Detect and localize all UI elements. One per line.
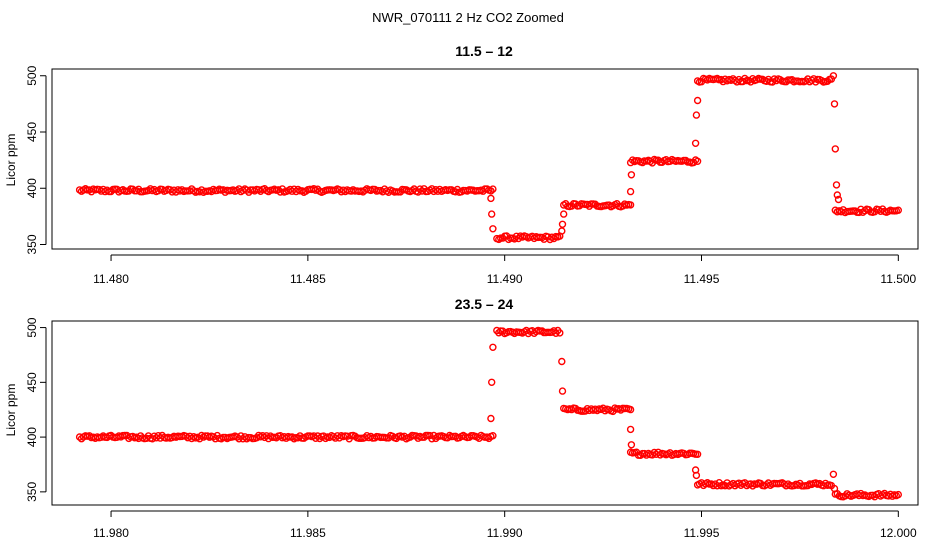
x-tick-label: 11.990 bbox=[487, 526, 523, 540]
data-point bbox=[487, 194, 495, 203]
x-tick-label: 11.480 bbox=[93, 272, 129, 286]
data-point bbox=[829, 470, 838, 478]
data-point bbox=[560, 210, 568, 218]
data-point bbox=[85, 432, 94, 440]
data-point bbox=[626, 201, 635, 209]
x-tick-label: 11.985 bbox=[290, 526, 326, 540]
y-axis-label: Licor ppm bbox=[4, 134, 18, 187]
data-point bbox=[558, 220, 567, 229]
y-tick-label: 400 bbox=[25, 178, 39, 198]
data-point bbox=[416, 185, 424, 193]
data-point bbox=[558, 387, 567, 395]
data-point bbox=[321, 434, 330, 443]
data-point bbox=[834, 195, 843, 204]
data-series bbox=[75, 72, 902, 244]
data-point bbox=[550, 234, 558, 243]
data-point bbox=[626, 425, 635, 434]
data-point bbox=[152, 434, 161, 442]
data-point bbox=[487, 187, 495, 195]
data-point bbox=[626, 187, 635, 196]
data-point bbox=[857, 489, 865, 498]
data-point bbox=[650, 448, 658, 457]
data-point bbox=[488, 210, 496, 218]
data-point bbox=[489, 343, 497, 351]
x-tick-label: 11.485 bbox=[290, 272, 326, 286]
data-point bbox=[489, 432, 497, 440]
data-point bbox=[691, 139, 700, 148]
data-point bbox=[627, 171, 636, 179]
x-tick-label: 11.490 bbox=[487, 272, 523, 286]
panel-bottom: 23.5 – 24 Licor ppm 11.980 11.985 11.990 11… bbox=[4, 296, 919, 540]
x-tick-label: 11.980 bbox=[93, 526, 129, 540]
data-point bbox=[258, 432, 267, 440]
plot-frame bbox=[51, 320, 919, 506]
data-point bbox=[556, 329, 564, 337]
data-point bbox=[489, 185, 497, 193]
data-point bbox=[749, 482, 757, 490]
data-point bbox=[692, 471, 701, 480]
data-point bbox=[693, 157, 702, 166]
data-point bbox=[488, 378, 496, 386]
y-axis-label: Licor ppm bbox=[4, 384, 18, 437]
data-point bbox=[626, 405, 635, 414]
x-tick-label: 12.000 bbox=[880, 526, 917, 540]
data-point bbox=[741, 74, 749, 83]
x-tick-label: 11.495 bbox=[684, 272, 720, 286]
data-point bbox=[489, 225, 497, 233]
data-point bbox=[487, 414, 495, 423]
x-tick-label: 11.995 bbox=[684, 526, 720, 540]
data-point bbox=[638, 158, 647, 167]
data-point bbox=[627, 441, 636, 449]
data-point bbox=[558, 227, 566, 235]
plot-frame bbox=[51, 68, 919, 250]
figure-title: NWR_070111 2 Hz CO2 Zoomed bbox=[372, 10, 564, 25]
y-tick-label: 350 bbox=[25, 234, 39, 254]
data-point bbox=[146, 185, 155, 193]
y-tick-label: 350 bbox=[25, 482, 39, 502]
data-point bbox=[833, 191, 841, 199]
data-point bbox=[558, 357, 566, 366]
data-point bbox=[830, 100, 839, 108]
x-tick-label: 11.500 bbox=[880, 272, 916, 286]
y-tick-label: 450 bbox=[25, 122, 39, 142]
data-point bbox=[692, 111, 701, 119]
data-point bbox=[831, 145, 839, 153]
panel-top: 11.5 – 12 Licor ppm 11.480 11.485 11.490 11… bbox=[4, 43, 919, 286]
data-point bbox=[894, 206, 902, 214]
data-point bbox=[310, 184, 318, 193]
data-point bbox=[693, 96, 702, 105]
panel-title: 11.5 – 12 bbox=[455, 43, 513, 59]
y-tick-label: 450 bbox=[25, 372, 39, 392]
data-point bbox=[829, 72, 838, 80]
y-tick-label: 400 bbox=[25, 427, 39, 447]
data-point bbox=[894, 490, 902, 499]
data-point bbox=[276, 432, 284, 440]
data-series bbox=[75, 326, 902, 501]
panel-title: 23.5 – 24 bbox=[455, 296, 514, 312]
y-tick-label: 500 bbox=[25, 317, 39, 337]
y-tick-label: 500 bbox=[25, 65, 39, 85]
data-point bbox=[363, 432, 371, 440]
data-point bbox=[693, 450, 702, 458]
data-point bbox=[682, 156, 690, 165]
data-point bbox=[830, 484, 839, 493]
data-point bbox=[832, 181, 841, 189]
